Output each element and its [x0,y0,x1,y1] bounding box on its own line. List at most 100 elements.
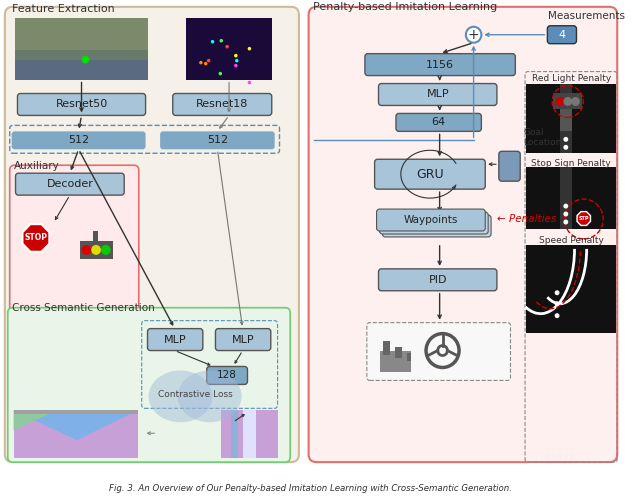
Text: 512: 512 [207,135,228,145]
Circle shape [81,56,90,63]
Circle shape [563,137,568,142]
Text: Auxiliary: Auxiliary [13,161,60,171]
Circle shape [234,54,237,58]
FancyBboxPatch shape [367,322,511,380]
FancyBboxPatch shape [160,131,275,149]
Text: +: + [468,28,479,42]
Bar [15,50,148,60]
Text: Waypoints: Waypoints [404,215,458,225]
Text: Resnet50: Resnet50 [56,100,108,110]
Circle shape [218,72,222,75]
Text: Stop Sign Penalty: Stop Sign Penalty [531,159,611,168]
Text: Penalty-based Imitation Learning: Penalty-based Imitation Learning [312,2,497,12]
FancyBboxPatch shape [207,367,248,384]
Bar [395,347,402,358]
Circle shape [225,45,229,49]
Circle shape [92,245,101,255]
Circle shape [555,313,559,318]
FancyBboxPatch shape [499,151,520,181]
Bar [526,167,616,229]
FancyBboxPatch shape [17,94,145,116]
Bar [13,410,138,458]
Polygon shape [13,410,138,440]
Text: ← Penalties: ← Penalties [497,214,556,224]
Bar [15,18,148,79]
Text: 512: 512 [68,135,89,145]
Ellipse shape [178,371,242,422]
Polygon shape [13,410,57,430]
FancyBboxPatch shape [382,215,491,237]
Text: Measurements: Measurements [548,11,625,21]
Text: MLP: MLP [426,89,449,100]
Circle shape [555,290,559,295]
FancyBboxPatch shape [12,131,145,149]
Bar [560,167,572,229]
Circle shape [563,212,568,217]
FancyBboxPatch shape [15,173,124,195]
Text: Decoder: Decoder [47,179,93,189]
Text: 4: 4 [558,30,566,40]
Circle shape [563,203,568,209]
FancyBboxPatch shape [216,329,271,351]
Bar [93,231,98,241]
Text: Resnet18: Resnet18 [196,100,248,110]
FancyBboxPatch shape [547,26,577,44]
FancyBboxPatch shape [10,165,139,312]
Circle shape [207,59,211,62]
Circle shape [466,27,481,43]
Text: 128: 128 [217,371,237,380]
Bar [380,351,412,372]
Circle shape [234,64,237,67]
Circle shape [211,40,214,44]
Bar [526,83,616,153]
Text: STP: STP [579,216,589,221]
Text: Red Light Penalty: Red Light Penalty [531,74,611,83]
Bar [79,241,113,259]
Bar [243,410,256,458]
Circle shape [248,81,251,84]
Polygon shape [577,212,591,226]
Bar [186,18,272,79]
Text: Goal
Location: Goal Location [523,127,561,147]
Circle shape [563,97,572,106]
Circle shape [81,245,92,255]
FancyBboxPatch shape [5,7,299,462]
Circle shape [563,220,568,225]
Circle shape [556,97,564,106]
Text: PID: PID [428,275,447,285]
Bar [526,245,616,333]
Bar [221,410,278,458]
FancyBboxPatch shape [147,329,203,351]
Text: Speed Penalty: Speed Penalty [539,237,604,246]
Bar [560,102,572,131]
FancyBboxPatch shape [365,54,515,75]
FancyBboxPatch shape [378,83,497,106]
Circle shape [204,62,207,65]
Circle shape [101,245,111,255]
FancyBboxPatch shape [376,209,485,231]
Text: MLP: MLP [164,335,186,345]
Bar [231,410,238,458]
Circle shape [555,301,559,306]
Bar [560,83,572,153]
Circle shape [571,97,580,106]
Text: GRU: GRU [416,168,444,181]
FancyBboxPatch shape [308,7,617,462]
Text: MLP: MLP [232,335,255,345]
FancyBboxPatch shape [380,212,488,234]
Text: Contrastive Loss: Contrastive Loss [157,390,232,399]
Circle shape [199,61,203,64]
Text: 64: 64 [431,118,445,127]
Bar [406,353,412,361]
Text: Cross Semantic Generation: Cross Semantic Generation [12,303,154,312]
Circle shape [220,39,223,43]
Text: Fig. 3. An Overview of Our Penalty-based Imitation Learning with Cross-Semantic : Fig. 3. An Overview of Our Penalty-based… [109,484,512,493]
Text: STOP: STOP [24,234,47,243]
FancyBboxPatch shape [8,308,290,462]
FancyBboxPatch shape [173,94,272,116]
Bar [383,341,390,355]
Ellipse shape [148,371,212,422]
Polygon shape [22,224,49,252]
FancyBboxPatch shape [396,114,481,131]
Bar [15,50,148,79]
